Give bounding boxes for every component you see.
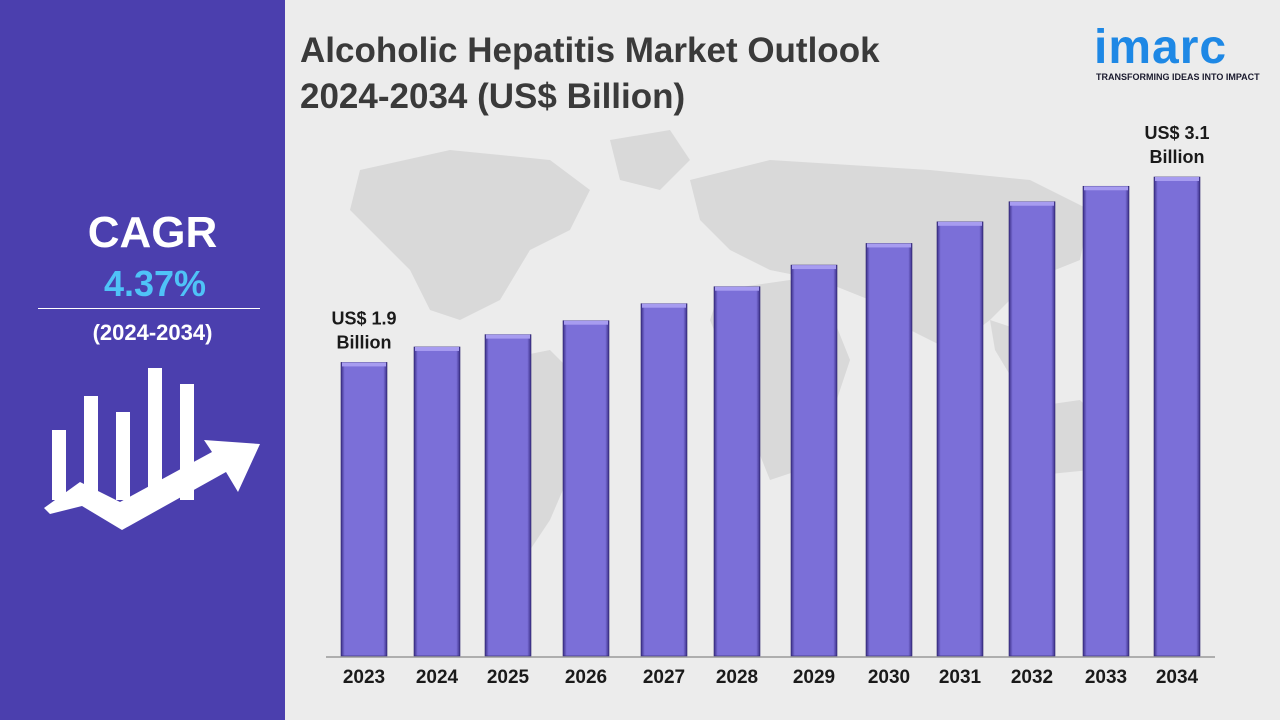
bar-cap-2027 xyxy=(642,303,686,308)
chart-title: Alcoholic Hepatitis Market Outlook 2024-… xyxy=(300,28,880,120)
bar-2027 xyxy=(640,303,688,657)
data-label-2023-line2: Billion xyxy=(337,332,392,352)
x-tick-label-2031: 2031 xyxy=(939,667,982,688)
x-tick-label-2026: 2026 xyxy=(565,667,607,688)
cagr-panel: CAGR 4.37% (2024-2034) xyxy=(0,0,285,720)
bar-2023 xyxy=(340,362,388,657)
x-tick-label-2025: 2025 xyxy=(487,667,530,688)
bar-2031 xyxy=(936,221,984,657)
logo-tagline: TRANSFORMING IDEAS INTO IMPACT xyxy=(1096,72,1260,82)
bar-cap-2034 xyxy=(1155,177,1199,181)
x-tick-label-2030: 2030 xyxy=(868,667,910,688)
data-label-2034-line2: Billion xyxy=(1150,147,1205,167)
bar-growth-arrow-icon xyxy=(44,368,260,530)
bar-cap-2031 xyxy=(938,221,982,226)
x-tick-label-2027: 2027 xyxy=(643,667,685,688)
x-tick-label-2034: 2034 xyxy=(1156,667,1199,688)
bar-2032 xyxy=(1008,201,1056,657)
bar-cap-2024 xyxy=(415,346,459,351)
bar-2026 xyxy=(562,320,610,657)
bar-2033 xyxy=(1082,185,1130,657)
x-tick-label-2028: 2028 xyxy=(716,667,758,688)
x-tick-label-2024: 2024 xyxy=(416,667,459,688)
bar-cap-2028 xyxy=(715,286,759,291)
divider xyxy=(38,308,260,309)
logo-word: imarc xyxy=(1094,21,1228,74)
bar-cap-2032 xyxy=(1010,201,1054,206)
bar-2029 xyxy=(790,264,838,657)
bar-cap-2026 xyxy=(564,320,608,325)
bar-2034 xyxy=(1153,176,1201,657)
bar-cap-2025 xyxy=(486,334,530,339)
x-tick-label-2029: 2029 xyxy=(793,667,835,688)
bar-2024 xyxy=(413,346,461,657)
x-tick-label-2032: 2032 xyxy=(1011,667,1053,688)
imarc-logo: imarc TRANSFORMING IDEAS INTO IMPACT xyxy=(1088,18,1268,88)
x-tick-label-2033: 2033 xyxy=(1085,667,1127,688)
title-line-2: 2024-2034 (US$ Billion) xyxy=(300,77,686,116)
cagr-label: CAGR xyxy=(87,208,218,257)
bar-cap-2033 xyxy=(1084,186,1128,191)
bar-cap-2023 xyxy=(342,362,386,367)
bar-cap-2030 xyxy=(867,243,911,248)
bar-2030 xyxy=(865,243,913,657)
title-line-1: Alcoholic Hepatitis Market Outlook xyxy=(300,31,880,70)
data-label-2034-line1: US$ 3.1 xyxy=(1144,123,1209,143)
cagr-value: 4.37% xyxy=(103,263,207,304)
bar-2028 xyxy=(713,286,761,657)
cagr-period: (2024-2034) xyxy=(92,320,213,345)
data-label-2023-line1: US$ 1.9 xyxy=(331,308,396,328)
bar-cap-2029 xyxy=(792,265,836,270)
x-tick-label-2023: 2023 xyxy=(343,667,385,688)
bar-2025 xyxy=(484,334,532,657)
